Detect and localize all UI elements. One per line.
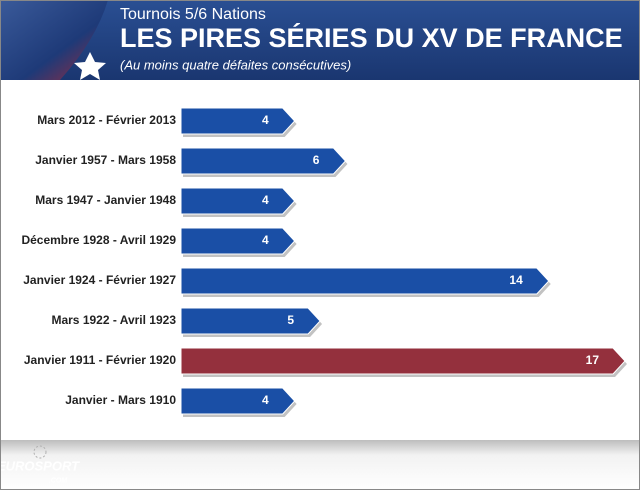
category-label: Mars 1922 - Avril 1923: [51, 313, 176, 327]
value-label: 5: [287, 313, 294, 327]
bar: [180, 107, 296, 135]
bar: [180, 347, 626, 375]
bar: [180, 187, 296, 215]
value-label: 4: [262, 193, 269, 207]
value-label: 6: [313, 153, 320, 167]
category-label: Décembre 1928 - Avril 1929: [21, 233, 176, 247]
bar: [180, 147, 347, 175]
star: [74, 52, 106, 80]
footer: [0, 440, 640, 490]
logo: EUROSPORT .COM: [0, 445, 80, 484]
bar: [180, 267, 550, 295]
chart-subtitle: (Au moins quatre défaites consécutives): [120, 57, 351, 72]
category-label: Mars 1947 - Janvier 1948: [35, 193, 176, 207]
bar: [180, 307, 321, 335]
category-label: Janvier 1911 - Février 1920: [24, 353, 176, 367]
value-label: 4: [262, 113, 269, 127]
header-kicker: Tournois 5/6 Nations: [120, 6, 266, 23]
category-label: Mars 2012 - Février 2013: [37, 113, 176, 127]
bar: [180, 227, 296, 255]
value-label: 4: [262, 393, 269, 407]
logo-text: EUROSPORT: [0, 458, 80, 473]
category-label: Janvier - Mars 1910: [65, 393, 176, 407]
logo-sub: .COM: [49, 477, 67, 484]
value-label: 4: [262, 233, 269, 247]
value-label: 14: [509, 273, 523, 287]
header-photo: [0, 0, 108, 80]
category-label: Janvier 1924 - Février 1927: [23, 273, 176, 287]
header: [0, 0, 640, 80]
category-label: Janvier 1957 - Mars 1958: [35, 153, 176, 167]
chart-title: LES PIRES SÉRIES DU XV DE FRANCE: [120, 22, 623, 53]
bar: [180, 387, 296, 415]
value-label: 17: [586, 353, 600, 367]
logo-stars: [33, 445, 47, 459]
